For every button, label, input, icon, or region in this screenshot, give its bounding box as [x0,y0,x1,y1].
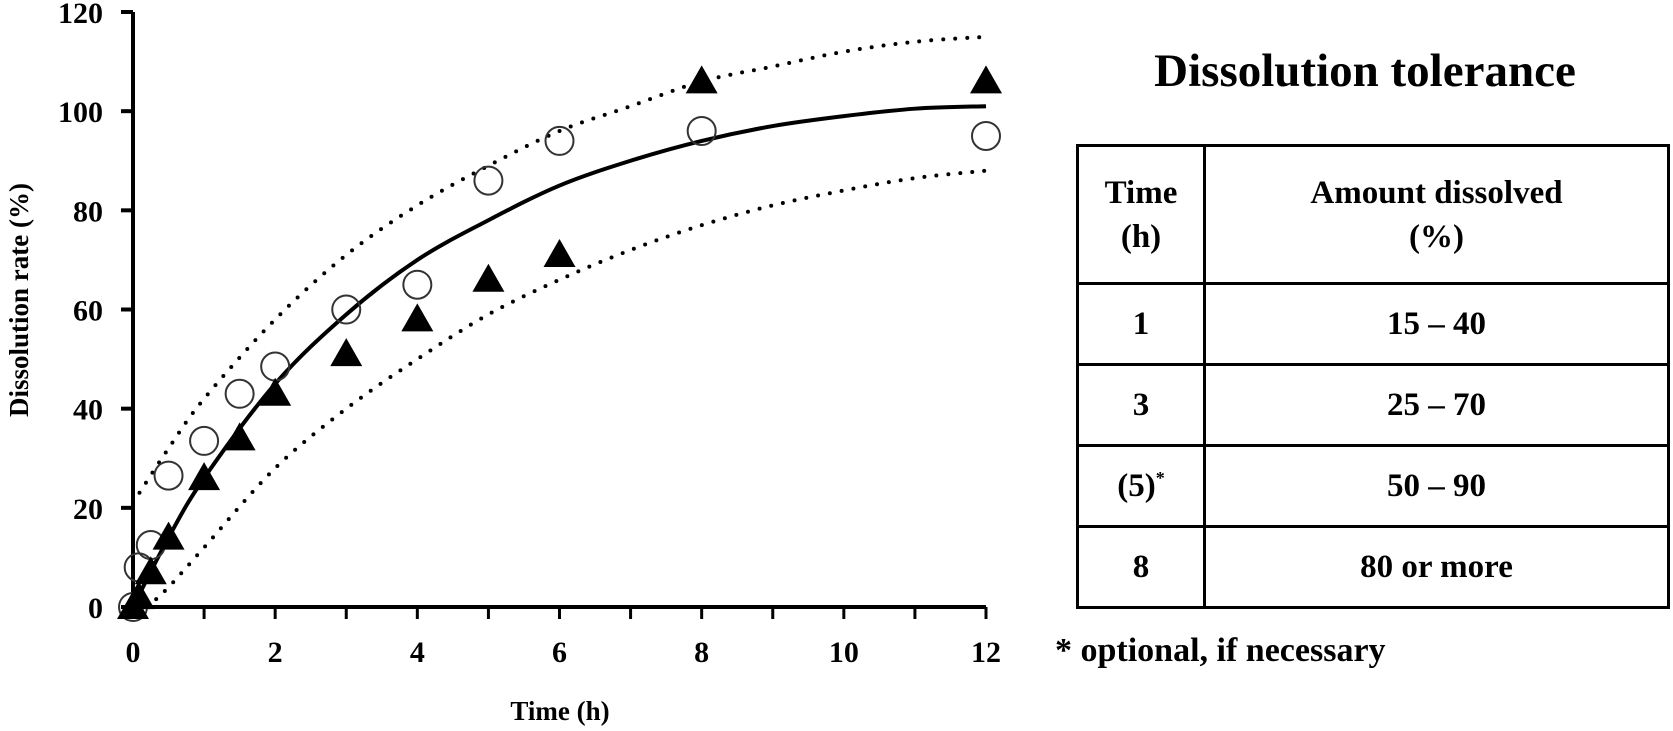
y-axis-title: Dissolution rate (%) [4,183,34,417]
x-tick-label: 4 [410,636,425,669]
triangle-marker [134,556,167,585]
triangle-marker [122,581,155,610]
header-time: Time (h) [1076,144,1206,285]
fitted-curve-line [131,104,987,608]
triangle-marker [685,65,718,94]
x-tick-label: 10 [829,636,859,669]
table-header-row: Time (h) Amount dissolved (%) [1076,144,1670,285]
triangle-marker [401,303,434,332]
table-row: 8 80 or more [1076,525,1670,609]
triangle-marker [223,422,256,451]
circle-marker [153,460,184,491]
amount-cell: 50 – 90 [1203,444,1670,528]
lower-limit-line [145,168,988,609]
x-tick-label: 12 [971,636,1001,669]
circle-marker [473,165,504,196]
circle-marker [971,120,1001,151]
upper-limit-line [131,34,988,505]
triangle-marker [472,263,505,292]
y-tick-label: 0 [88,592,103,625]
amount-cell: 25 – 70 [1203,363,1670,447]
table-row: 3 25 – 70 [1076,363,1670,447]
x-tick-label: 6 [552,636,567,669]
amount-cell: 15 – 40 [1203,282,1670,366]
y-tick-label: 40 [73,394,103,427]
x-tick-label: 2 [268,636,283,669]
x-tick-label: 0 [126,636,141,669]
circle-marker [544,125,575,156]
y-tick-label: 60 [73,295,103,328]
y-tick-label: 20 [73,493,103,526]
triangle-marker [543,238,576,267]
time-cell: 3 [1076,363,1206,447]
y-tick-label: 100 [58,96,103,129]
amount-cell: 80 or more [1203,525,1670,609]
time-cell: 8 [1076,525,1206,609]
circle-marker [189,425,220,456]
circle-marker [260,351,291,382]
triangle-marker [152,521,185,550]
footnote: * optional, if necessary [1055,632,1386,669]
header-amount: Amount dissolved (%) [1203,144,1670,285]
triangle-marker [970,65,1002,94]
x-tick-label: 8 [694,636,709,669]
circle-marker [402,269,433,300]
circle-marker [686,116,717,146]
tolerance-table: Time (h) Amount dissolved (%) 1 15 – 40 3 … [1076,144,1670,609]
circle-marker [224,378,255,409]
circle-marker [331,294,362,325]
time-cell: 1 [1076,282,1206,366]
table-row: (5)* 50 – 90 [1076,444,1670,528]
y-tick-label: 80 [73,195,103,228]
dissolution-chart: 0 20 40 60 80 100 120 0 2 4 6 8 10 12 Time (h) Dissol… [4,0,1002,726]
x-axis-title: Time (h) [510,696,609,726]
triangle-marker [188,462,221,491]
tolerance-title: Dissolution tolerance [1154,45,1576,97]
table-row: 1 15 – 40 [1076,282,1670,366]
y-tick-label: 120 [58,0,103,30]
time-cell: (5)* [1076,444,1206,528]
triangle-marker [259,377,292,406]
triangle-marker [330,338,363,367]
